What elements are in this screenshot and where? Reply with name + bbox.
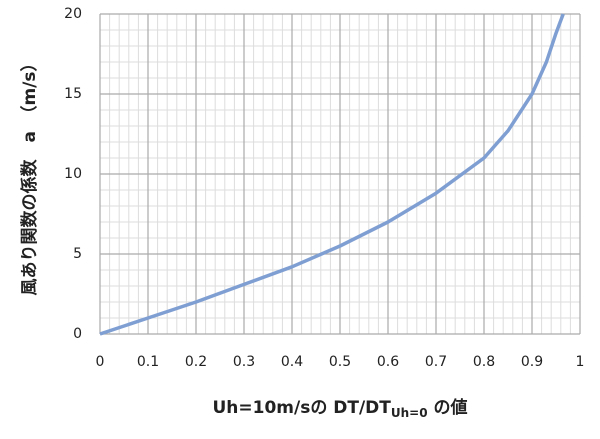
data-line: [99, 13, 565, 336]
y-tick-label: 10: [64, 166, 82, 182]
x-tick-label: 0.6: [377, 354, 399, 370]
y-tick-label: 5: [73, 246, 82, 262]
x-label-main: Uh=10m/sの DT/DT: [212, 398, 391, 418]
x-tick-label: 1: [576, 354, 585, 370]
x-tick-label: 0.9: [521, 354, 543, 370]
x-tick-label: 0.1: [137, 354, 159, 370]
x-label-sub: Uh=0: [391, 406, 428, 420]
x-tick-label: 0.3: [233, 354, 255, 370]
x-axis-label: Uh=10m/sの DT/DTUh=0 の値: [212, 397, 467, 420]
x-tick-label: 0.4: [281, 354, 303, 370]
x-tick-label: 0: [96, 354, 105, 370]
y-tick-label: 20: [64, 6, 82, 22]
x-tick-label: 0.5: [329, 354, 351, 370]
y-tick-label: 0: [73, 326, 82, 342]
x-label-tail: の値: [428, 397, 468, 418]
y-tick-label: 15: [64, 86, 82, 102]
x-tick-label: 0.2: [185, 354, 207, 370]
y-axis-label: 風あり関数の係数 a （m/s）: [19, 54, 40, 295]
x-tick-label: 0.7: [425, 354, 447, 370]
x-tick-label: 0.8: [473, 354, 495, 370]
